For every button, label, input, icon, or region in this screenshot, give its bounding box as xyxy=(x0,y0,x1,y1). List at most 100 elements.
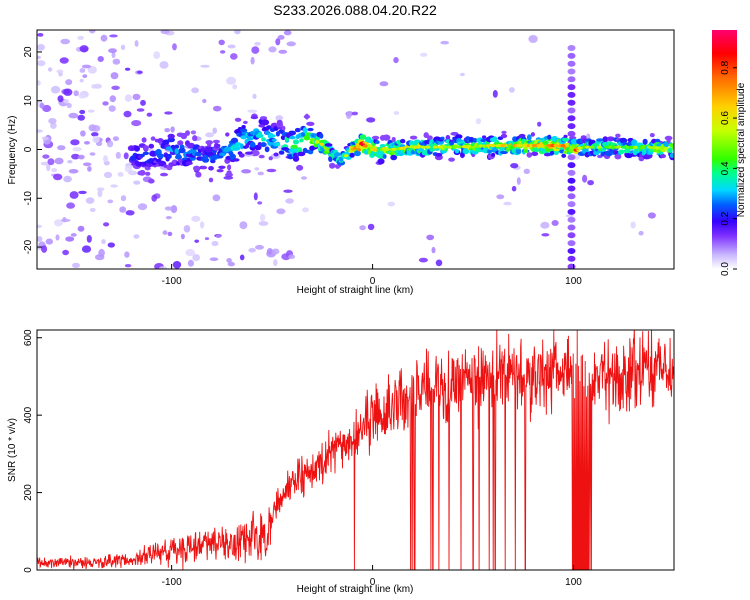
noise-cell xyxy=(250,56,255,65)
noise-cell xyxy=(254,167,260,171)
noise-cell xyxy=(54,219,63,227)
ridge-cell xyxy=(178,147,186,154)
ridge-cell xyxy=(278,150,285,155)
ridge-cell xyxy=(240,135,247,140)
noise-cell xyxy=(68,112,79,119)
ridge-peak-cell xyxy=(490,144,496,148)
ridge-cell xyxy=(307,127,314,132)
noise-cell xyxy=(503,201,512,206)
ridge-cell xyxy=(235,142,242,147)
ridge-cell xyxy=(561,153,567,158)
ridge-cell xyxy=(614,153,622,160)
noise-cell xyxy=(227,261,235,267)
noise-cell xyxy=(367,223,375,231)
ridge-cell xyxy=(349,152,355,158)
ridge-cell xyxy=(281,125,286,131)
ridge-cell xyxy=(500,150,508,155)
noise-cell xyxy=(301,176,307,180)
colorbar-tick-label: 0.0 xyxy=(720,262,731,276)
noise-cell xyxy=(77,154,85,160)
ridge-cell xyxy=(240,128,248,133)
noise-cell xyxy=(110,184,118,188)
ridge-cell xyxy=(243,120,248,125)
ridge-cell xyxy=(276,119,283,125)
vertical-feature-cell xyxy=(567,52,576,59)
noise-cell xyxy=(516,177,521,185)
noise-cell xyxy=(109,34,118,38)
ridge-peak-cell xyxy=(640,145,646,150)
chart-title: S233.2026.088.04.20.R22 xyxy=(273,2,437,18)
ridge-cell xyxy=(303,134,311,141)
noise-cell xyxy=(62,249,69,256)
noise-cell xyxy=(212,105,222,112)
ridge-peak-cell xyxy=(538,144,544,148)
noise-cell xyxy=(393,111,400,115)
ridge-peak-cell xyxy=(314,140,320,144)
ridge-cell xyxy=(523,148,529,153)
ridge-peak-cell xyxy=(343,154,349,158)
ridge-cell xyxy=(145,171,151,176)
ridge-cell xyxy=(157,153,164,159)
noise-cell xyxy=(346,112,352,119)
noise-cell xyxy=(285,198,294,204)
ridge-cell xyxy=(233,158,240,162)
ridge-cell xyxy=(194,151,203,157)
noise-cell xyxy=(57,95,64,103)
ridge-cell xyxy=(212,139,220,144)
vertical-feature-cell xyxy=(567,216,576,223)
ridge-cell xyxy=(649,133,655,138)
noise-cell xyxy=(80,130,86,137)
vertical-feature-cell xyxy=(567,115,576,122)
x-tick-label: 0 xyxy=(370,577,376,588)
noise-cell xyxy=(66,102,72,109)
x-tick-label: 0 xyxy=(370,276,376,287)
ridge-cell xyxy=(482,135,487,139)
ridge-cell xyxy=(260,142,267,148)
ridge-cell xyxy=(606,136,615,142)
noise-cell xyxy=(115,151,121,159)
noise-cell xyxy=(492,90,498,98)
snr-panel: -100 0 100 0 200 400 600 Height of straight l… xyxy=(7,329,675,595)
vertical-feature-cell xyxy=(567,177,576,184)
ridge-cell xyxy=(192,135,198,142)
noise-cell xyxy=(89,152,96,156)
noise-cell xyxy=(204,237,210,241)
ridge-cell xyxy=(319,133,324,139)
vertical-feature-cell xyxy=(567,76,576,83)
noise-cell xyxy=(124,165,133,173)
noise-cell xyxy=(124,67,131,71)
noise-cell xyxy=(110,72,119,80)
ridge-peak-cell xyxy=(596,145,602,149)
noise-cell xyxy=(37,129,43,133)
vertical-feature-cell xyxy=(567,248,576,254)
noise-cell xyxy=(541,233,550,237)
vertical-feature-cell xyxy=(567,232,576,239)
x-tick-label: 100 xyxy=(565,276,582,287)
ridge-cell xyxy=(230,137,239,144)
noise-cell xyxy=(259,213,266,222)
ridge-cell xyxy=(249,141,256,148)
colorbar: 0.0 0.2 0.4 0.6 0.8 Normalized spectral ampl… xyxy=(712,30,747,276)
noise-cell xyxy=(108,48,117,54)
noise-cell xyxy=(107,199,114,204)
ridge-cell xyxy=(666,137,671,144)
noise-cell xyxy=(67,160,73,164)
noise-cell xyxy=(431,246,436,254)
noise-cell xyxy=(275,115,284,121)
noise-cell xyxy=(60,218,71,222)
noise-cell xyxy=(133,180,141,185)
noise-cell xyxy=(89,207,96,213)
noise-cell xyxy=(192,254,201,262)
noise-cell xyxy=(53,173,63,181)
ridge-peak-cell xyxy=(632,145,638,149)
noise-cell xyxy=(81,245,92,253)
noise-cell xyxy=(258,221,269,226)
noise-cell xyxy=(528,35,538,43)
ridge-peak-cell xyxy=(481,144,486,148)
noise-cell xyxy=(248,247,256,253)
noise-cell xyxy=(101,239,106,245)
noise-cell xyxy=(112,136,119,142)
ridge-cell xyxy=(195,171,202,178)
ridge-cell xyxy=(561,137,570,142)
